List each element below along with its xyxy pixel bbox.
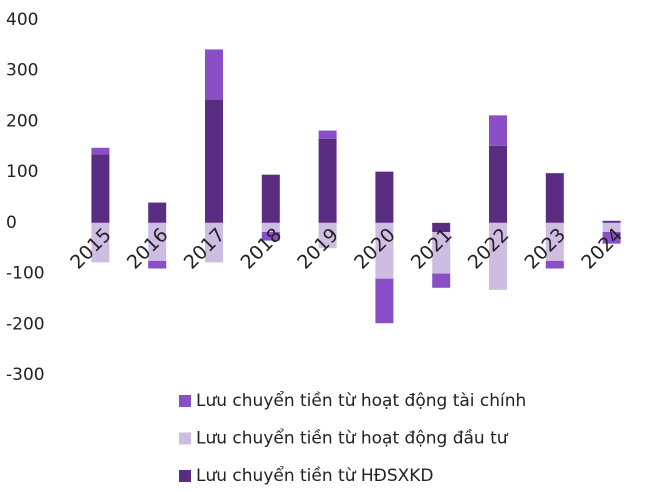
bar-segment [261, 222, 280, 232]
bar-segment [205, 99, 223, 223]
legend-swatch [179, 432, 191, 445]
bar-segment [489, 115, 507, 146]
bar-segment [432, 222, 451, 232]
bar-segment [148, 202, 167, 223]
legend-label: Lưu chuyển tiền từ HĐSXKD [196, 465, 434, 486]
y-tick-label: -200 [6, 314, 45, 334]
bar-segment [318, 138, 337, 223]
bar-segment [318, 130, 337, 139]
bar-segment [545, 222, 564, 261]
bar-segment [432, 273, 451, 288]
bar-segment [261, 174, 280, 223]
bar-segment [375, 278, 394, 324]
y-tick-label: 300 [6, 61, 38, 81]
bar-segment [375, 171, 394, 223]
bar-segment [602, 231, 621, 244]
y-tick-label: -100 [6, 264, 45, 284]
bar-segment [261, 231, 280, 241]
bar-segment [91, 154, 110, 223]
bar-segment [91, 147, 110, 155]
legend-label: Lưu chuyển tiền từ hoạt động tài chính [196, 390, 526, 411]
y-tick-label: 100 [6, 162, 38, 182]
bar-segment [602, 220, 621, 223]
legend-swatch [179, 395, 191, 407]
bar-segment [91, 222, 110, 263]
bar-segment [432, 231, 451, 274]
bar-segment [545, 260, 564, 269]
legend-label: Lưu chuyển tiền từ hoạt động đầu tư [196, 428, 509, 449]
bar-segment [489, 222, 507, 290]
bar-segment [602, 222, 621, 232]
bar-segment [489, 145, 507, 223]
legend-swatch [179, 470, 191, 482]
bar-segment [375, 222, 394, 279]
bar-segment [318, 222, 337, 249]
bar-segment [205, 49, 223, 100]
y-tick-label: -300 [6, 365, 45, 385]
bar-segment [545, 173, 564, 223]
y-tick-label: 200 [6, 111, 38, 131]
y-tick-label: 0 [6, 213, 17, 233]
bar-segment [205, 222, 223, 263]
bar-segment [148, 222, 167, 261]
y-tick-label: 400 [6, 10, 38, 30]
bar-segment [148, 260, 167, 269]
